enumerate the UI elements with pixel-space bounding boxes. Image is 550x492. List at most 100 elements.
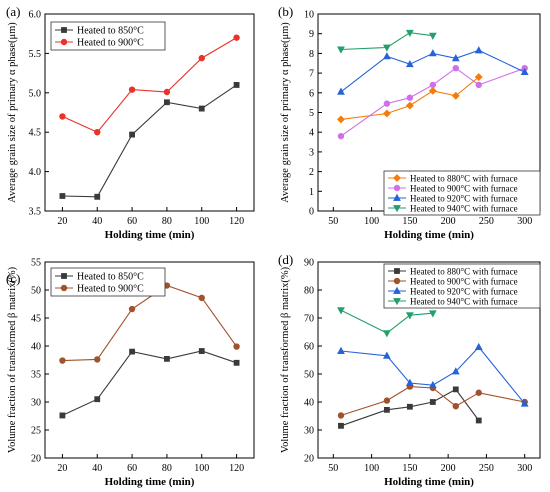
series-line — [340, 346, 526, 405]
data-point — [338, 422, 344, 429]
data-point — [129, 131, 135, 138]
y-tick-label: 90 — [304, 258, 314, 269]
x-axis-label: Holding time (min) — [105, 476, 195, 488]
legend-label: Heated to 880°C with furnace — [410, 174, 518, 184]
data-point — [475, 389, 482, 396]
x-tick-label: 100 — [194, 463, 209, 474]
data-point — [405, 29, 414, 37]
legend-label: Heated to 850°C — [77, 272, 144, 283]
x-tick-label: 20 — [57, 463, 67, 474]
data-point — [198, 54, 205, 62]
y-axis-label: Average grain size of primary α phase(μm… — [280, 22, 291, 203]
series-line — [340, 309, 433, 334]
y-tick-label: 2 — [309, 167, 314, 178]
x-tick-label: 100 — [194, 216, 209, 227]
data-point — [383, 100, 391, 107]
panel-label: (c) — [6, 271, 20, 286]
y-tick-label: 80 — [304, 286, 314, 297]
y-tick-label: 25 — [31, 426, 41, 437]
legend-label: Heated to 900°C — [77, 38, 144, 49]
series-3 — [337, 46, 529, 95]
legend-marker — [60, 38, 68, 46]
x-tick-label: 50 — [328, 216, 338, 227]
y-axis-label: Volume fraction of transformed β matrix(… — [280, 266, 291, 453]
series-line — [340, 76, 480, 120]
data-point — [337, 115, 345, 124]
data-point — [452, 386, 459, 393]
data-point — [475, 81, 482, 89]
x-tick-label: 80 — [162, 463, 172, 474]
data-point — [94, 356, 101, 363]
data-point — [428, 49, 437, 57]
x-tick-label: 150 — [402, 463, 417, 474]
legend-marker — [393, 174, 401, 182]
data-point — [383, 52, 391, 60]
data-point — [383, 397, 391, 404]
data-point — [452, 64, 459, 72]
legend-marker — [61, 273, 67, 279]
legend-box — [383, 263, 541, 309]
plot-frame — [317, 261, 541, 459]
data-point — [405, 59, 414, 68]
data-point — [405, 378, 414, 386]
legend-box — [50, 267, 166, 297]
y-tick-label: 5 — [309, 108, 314, 119]
legend-marker — [393, 205, 401, 213]
data-point — [59, 113, 66, 120]
y-tick-label: 30 — [31, 398, 41, 409]
x-tick-label: 60 — [127, 463, 137, 474]
data-point — [405, 312, 414, 320]
legend-marker — [61, 27, 67, 33]
data-point — [428, 380, 437, 389]
data-point — [59, 193, 66, 199]
data-point — [520, 399, 529, 407]
data-point — [128, 305, 136, 313]
data-point — [429, 399, 436, 405]
legend-marker — [393, 298, 401, 306]
data-point — [383, 351, 391, 359]
data-point — [474, 73, 483, 81]
series-2 — [337, 64, 528, 140]
data-point — [337, 87, 345, 95]
data-point — [383, 406, 390, 413]
data-point — [198, 294, 205, 302]
legend-label: Heated to 850°C — [77, 26, 144, 37]
chart-panel-1: (a) 20 40 60 80 100 120 3.5 4.0 4.5 5.0 5.5 6.0 Holdi… — [6, 4, 255, 241]
legend-label: Heated to 940°C with furnace — [410, 297, 518, 307]
panel-label: (d) — [278, 252, 293, 267]
data-point — [59, 412, 66, 419]
series-line — [62, 284, 238, 362]
data-point — [128, 86, 136, 93]
data-point — [383, 330, 391, 338]
y-tick-label: 50 — [304, 370, 314, 381]
legend-box — [383, 170, 541, 216]
series-1 — [338, 386, 482, 429]
data-point — [337, 46, 345, 54]
y-tick-label: 40 — [31, 342, 41, 353]
legend-label: Heated to 900°C — [77, 284, 144, 295]
series-line — [62, 37, 237, 133]
panel-label: (a) — [6, 4, 20, 19]
data-point — [198, 105, 205, 112]
x-tick-label: 250 — [479, 216, 494, 227]
legend-label: Heated to 920°C with furnace — [410, 287, 518, 297]
data-point — [452, 403, 459, 410]
series-4 — [337, 29, 437, 54]
data-point — [233, 359, 240, 366]
series-4 — [337, 307, 437, 338]
data-point — [451, 91, 460, 100]
plot-frame — [44, 261, 255, 459]
data-point — [94, 396, 101, 403]
x-axis-label: Holding time (min) — [384, 476, 474, 488]
x-tick-label: 60 — [127, 216, 137, 227]
panel-label: (b) — [278, 4, 293, 19]
y-tick-label: 1 — [309, 187, 314, 198]
y-tick-label: 50 — [31, 286, 41, 297]
data-point — [451, 367, 460, 375]
x-axis-label: Holding time (min) — [384, 229, 474, 241]
x-tick-label: 120 — [229, 216, 244, 227]
chart-panel-3: (c) 20 40 60 80 100 120 20 25 30 35 40 45 50 55 Holding… — [6, 258, 255, 488]
y-axis-label: Average grain size of primary α phase(μm… — [7, 22, 18, 203]
